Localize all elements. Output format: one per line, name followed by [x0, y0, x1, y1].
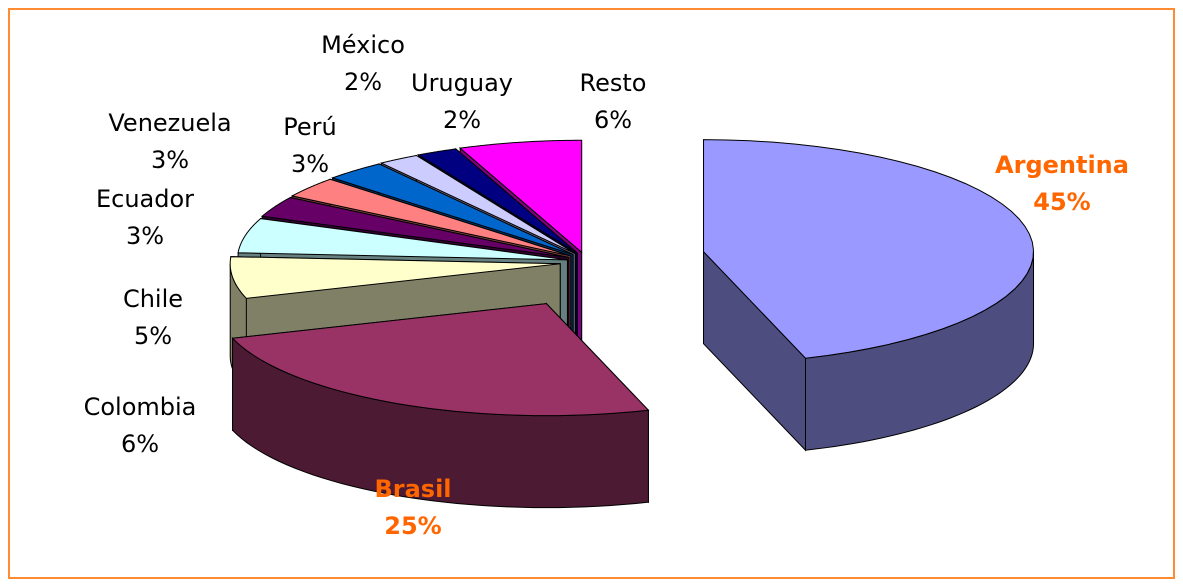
slice-top	[379, 154, 576, 255]
slice-top	[703, 139, 1034, 359]
value-label: 3%	[291, 150, 329, 178]
value-label: 3%	[151, 146, 189, 174]
value-label: 3%	[126, 222, 164, 250]
slice-top	[231, 303, 650, 417]
category-label: Venezuela	[108, 109, 231, 137]
category-label: Brasil	[374, 475, 451, 503]
category-label: Resto	[580, 69, 647, 97]
category-label: Argentina	[995, 151, 1129, 179]
category-label: Uruguay	[411, 69, 513, 97]
category-label: Colombia	[84, 393, 197, 421]
value-label: 45%	[1033, 188, 1090, 216]
value-label: 6%	[121, 430, 159, 458]
slice-top	[290, 178, 571, 257]
slice-top	[330, 163, 574, 256]
category-label: Chile	[123, 285, 183, 313]
slice-top	[458, 139, 583, 254]
value-label: 5%	[134, 322, 172, 350]
category-label: México	[321, 31, 405, 59]
value-label: 6%	[594, 106, 632, 134]
slice-top	[237, 218, 568, 261]
slice-top	[229, 256, 561, 299]
category-label: Perú	[283, 113, 336, 141]
pie-slice	[703, 139, 1035, 452]
slice-top	[416, 148, 578, 254]
category-label: Ecuador	[96, 185, 194, 213]
slice-top	[260, 196, 570, 259]
value-label: 2%	[443, 106, 481, 134]
value-label: 25%	[384, 512, 441, 540]
pie-slice	[231, 302, 650, 509]
value-label: 2%	[344, 68, 382, 96]
